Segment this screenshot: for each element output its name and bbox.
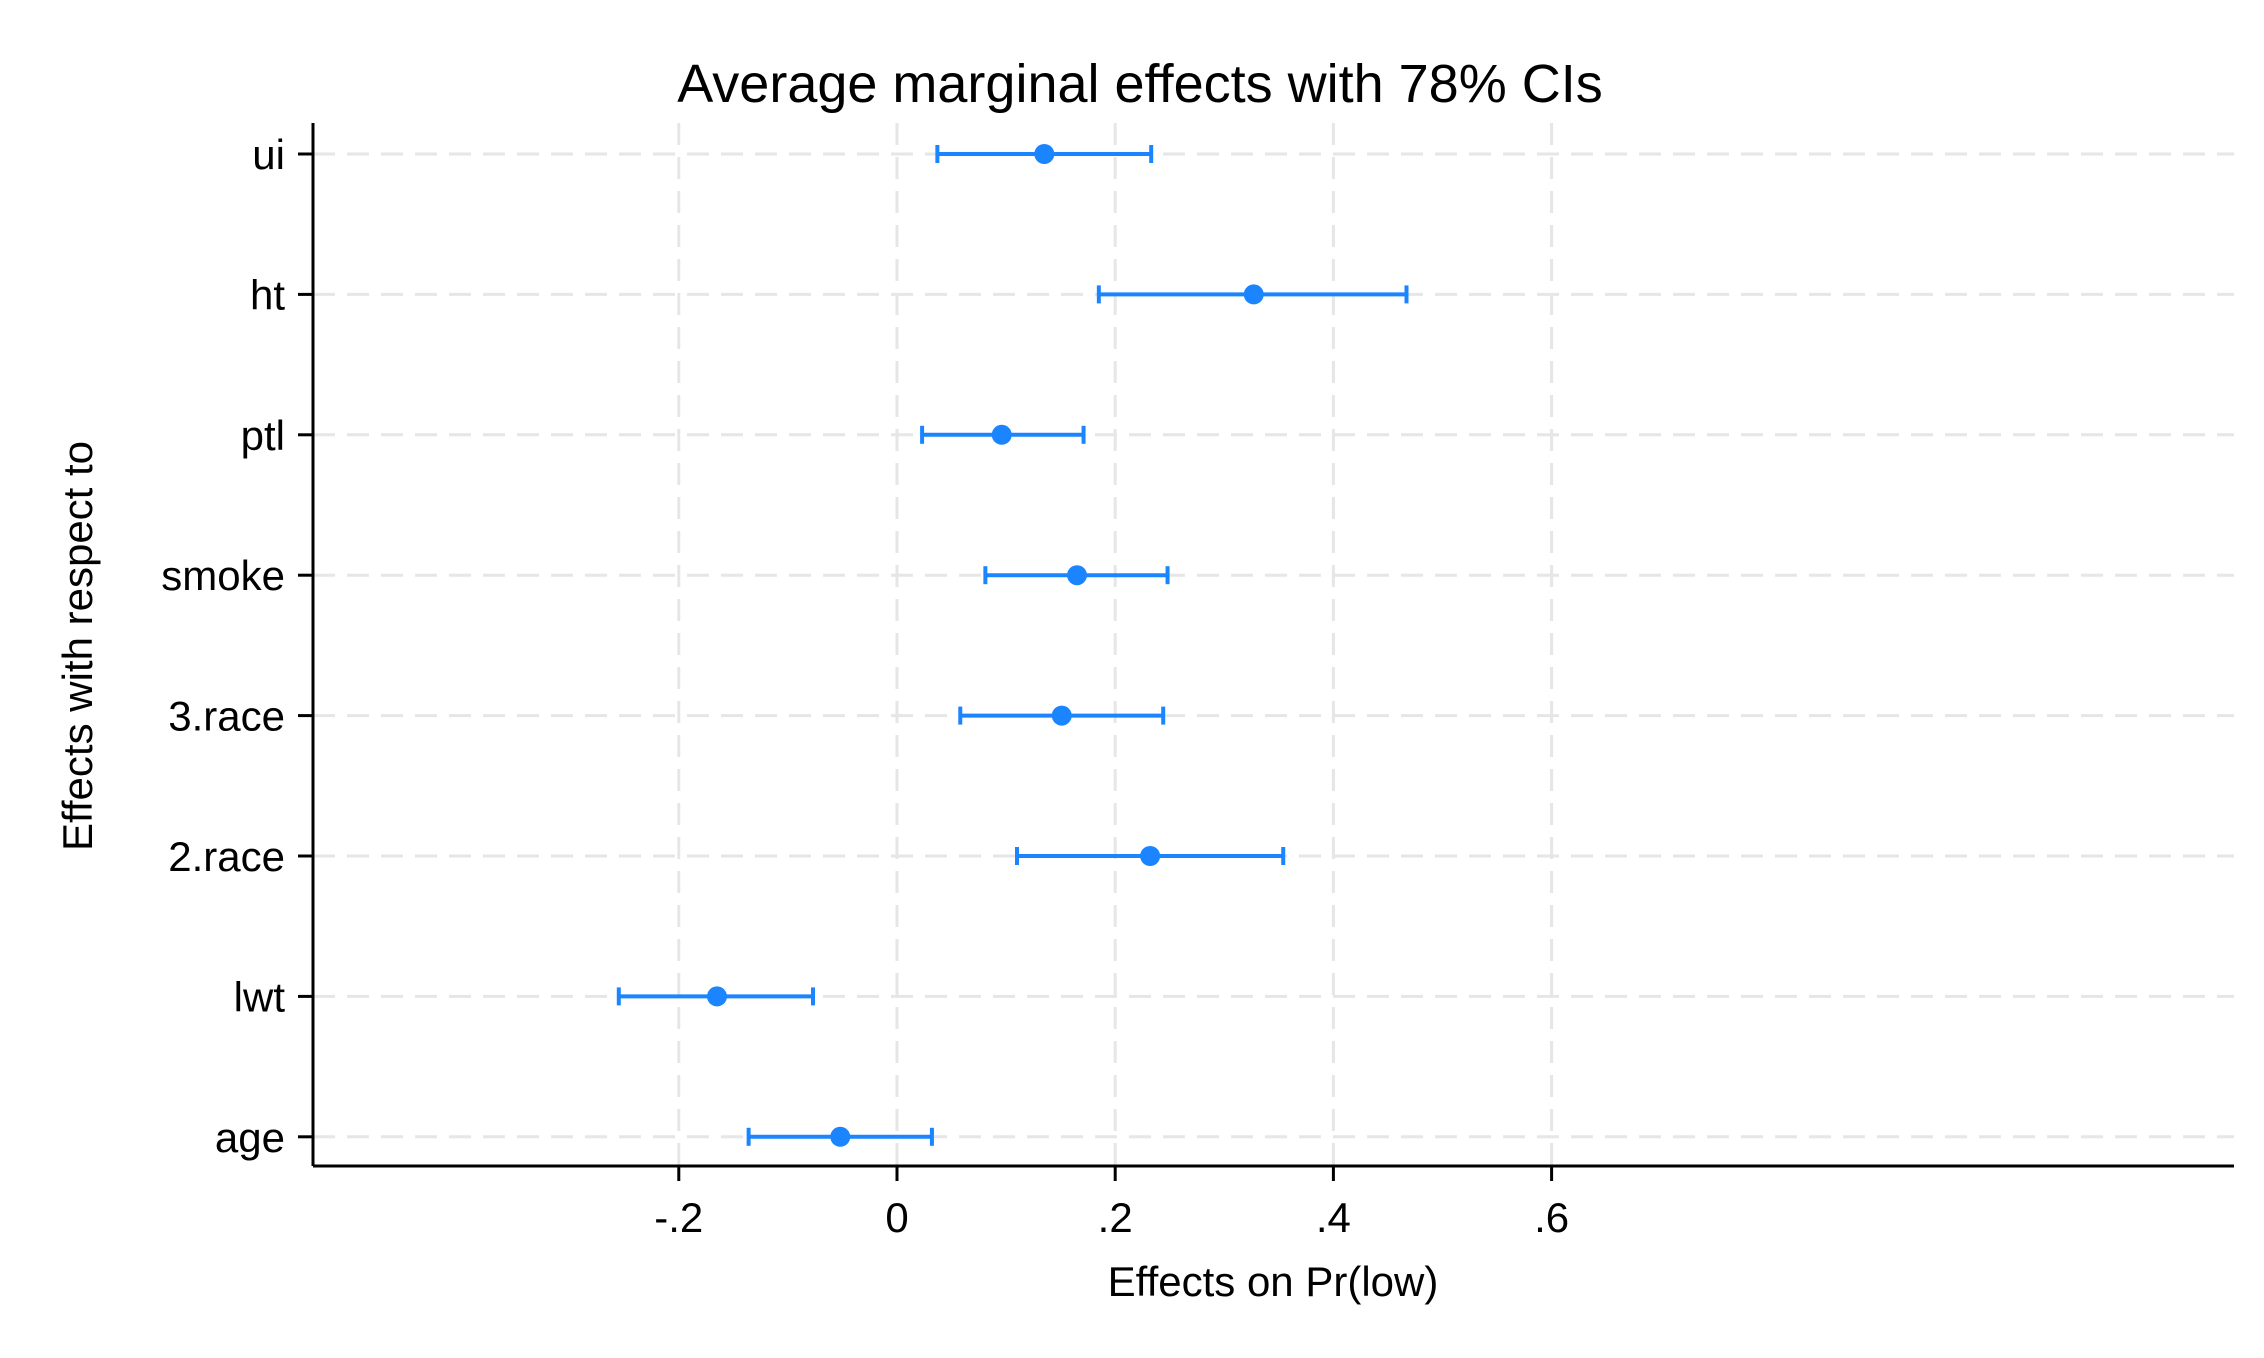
gridlines [313,123,2234,1166]
x-tick-label: .2 [1098,1194,1133,1241]
y-tick-label: 2.race [168,833,285,880]
estimate-point [991,424,1012,445]
x-tick-label: 0 [885,1194,908,1241]
estimate-point [1067,565,1088,586]
estimate-point [1034,144,1055,164]
y-tick-label: ui [252,131,285,178]
estimate-point [1140,846,1161,866]
x-tick-label: .4 [1316,1194,1351,1241]
y-tick-label: smoke [161,552,285,599]
x-axis-title: Effects on Pr(low) [1108,1258,1439,1305]
estimate-point [1051,705,1072,726]
x-tick-label: -.2 [654,1194,703,1241]
estimate-point [706,986,727,1007]
y-axis-ticks: ui ht ptl smoke 3.race 2.race lwt age [161,131,313,1161]
y-tick-label: age [215,1114,285,1161]
y-tick-label: lwt [234,973,286,1020]
x-axis-ticks: -.2 0 .2 .4 .6 [654,1166,1569,1241]
y-tick-label: 3.race [168,693,285,740]
y-tick-label: ptl [241,412,285,459]
chart-marks [616,144,1409,1147]
y-axis-title: Effects with respect to [54,441,101,851]
estimate-point [1243,284,1264,305]
x-tick-label: .6 [1534,1194,1569,1241]
y-tick-label: ht [250,271,285,318]
chart-title: Average marginal effects with 78% CIs [677,54,1602,114]
estimate-point [830,1126,851,1147]
